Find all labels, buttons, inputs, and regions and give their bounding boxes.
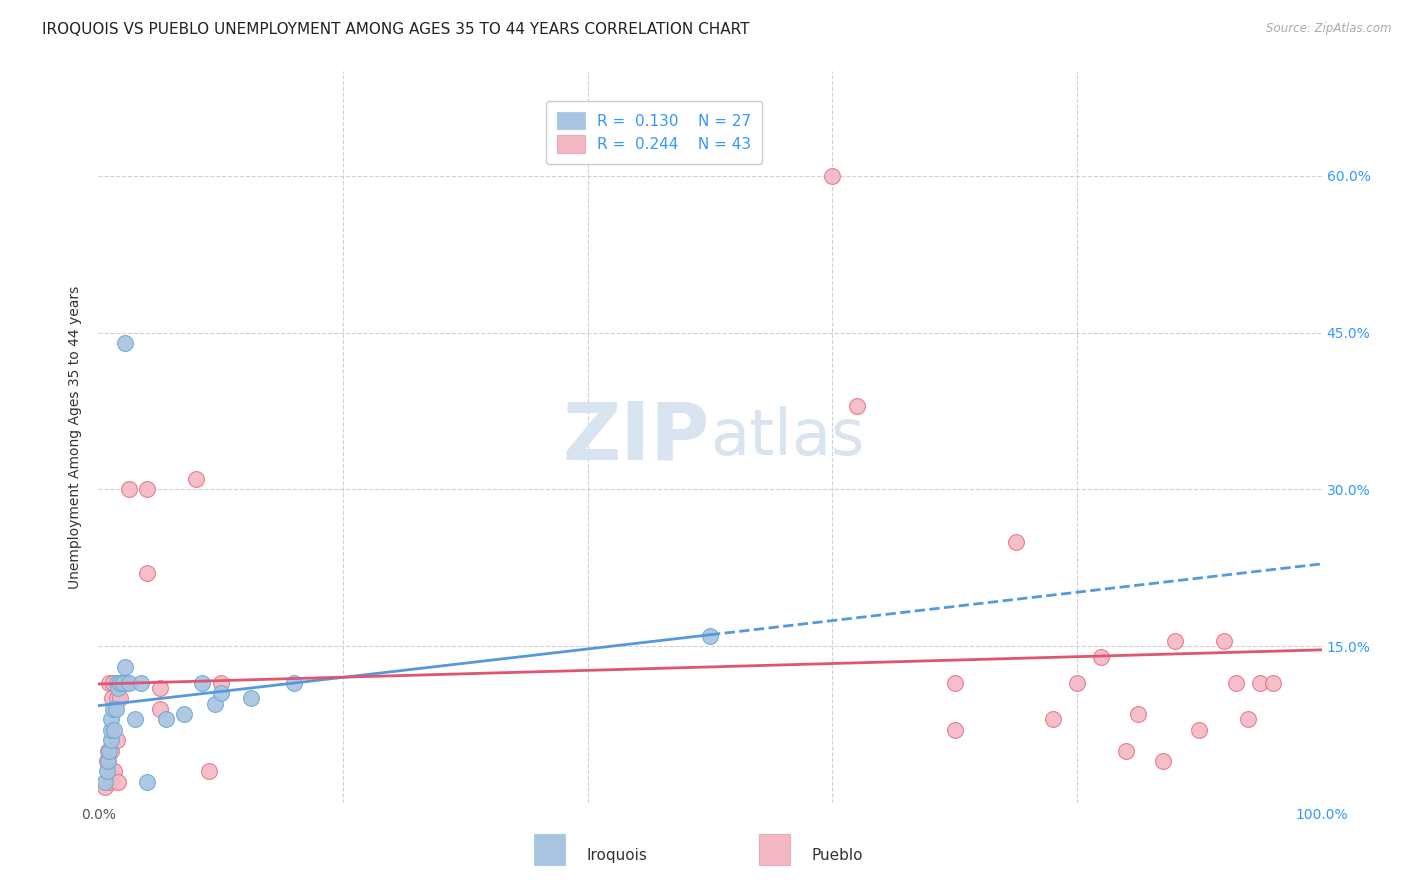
Point [1261,675,1284,690]
Text: Iroquois: Iroquois [586,848,647,863]
Point [1188,723,1211,737]
Point [96,764,118,779]
Point [93,780,115,794]
Point [98,743,121,757]
Point [107,775,129,789]
Point [943,675,966,690]
Point [101,675,124,690]
Point [149,702,172,716]
Point [118,483,141,497]
Point [1004,534,1026,549]
Point [93,775,115,789]
Point [845,399,868,413]
Point [103,723,125,737]
Text: ZIP: ZIP [562,398,710,476]
Point [240,691,263,706]
Point [97,743,120,757]
Point [1237,712,1260,726]
Point [105,733,128,747]
Point [699,629,721,643]
Point [114,660,136,674]
Point [111,675,134,690]
Point [101,702,124,716]
Point [111,675,134,690]
Point [1090,649,1112,664]
Point [149,681,172,695]
Point [114,336,136,351]
Point [821,169,844,183]
Point [1249,675,1271,690]
Point [118,675,141,690]
Text: Source: ZipAtlas.com: Source: ZipAtlas.com [1267,22,1392,36]
Point [1164,633,1187,648]
Point [1115,743,1137,757]
Point [1152,754,1174,768]
Point [1225,675,1247,690]
Point [283,675,305,690]
Point [101,691,124,706]
Point [136,483,159,497]
Point [1066,675,1088,690]
Point [155,712,177,726]
Point [100,733,122,747]
Text: Pueblo: Pueblo [811,848,863,863]
Point [114,675,136,690]
Text: atlas: atlas [710,406,865,468]
Point [107,681,129,695]
Point [129,675,152,690]
Point [110,691,132,706]
Point [136,775,159,789]
Y-axis label: Unemployment Among Ages 35 to 44 years: Unemployment Among Ages 35 to 44 years [69,285,83,589]
Point [98,675,121,690]
Point [100,743,122,757]
Text: IROQUOIS VS PUEBLO UNEMPLOYMENT AMONG AGES 35 TO 44 YEARS CORRELATION CHART: IROQUOIS VS PUEBLO UNEMPLOYMENT AMONG AG… [42,22,749,37]
Point [186,472,208,486]
Point [108,675,131,690]
Point [100,712,122,726]
Legend: R =  0.130    N = 27, R =  0.244    N = 43: R = 0.130 N = 27, R = 0.244 N = 43 [547,101,762,164]
Point [204,697,226,711]
Point [124,712,146,726]
Point [100,764,122,779]
Point [105,691,128,706]
Point [1128,706,1150,721]
Point [173,706,195,721]
Point [209,675,232,690]
Point [1212,633,1234,648]
Point [105,675,128,690]
Point [209,686,232,700]
Point [191,675,214,690]
Point [97,754,120,768]
Point [197,764,219,779]
Point [1042,712,1064,726]
Point [103,764,125,779]
Point [100,775,122,789]
Point [136,566,159,580]
Point [96,754,118,768]
Point [100,723,122,737]
Point [943,723,966,737]
Point [104,702,127,716]
Point [110,675,132,690]
